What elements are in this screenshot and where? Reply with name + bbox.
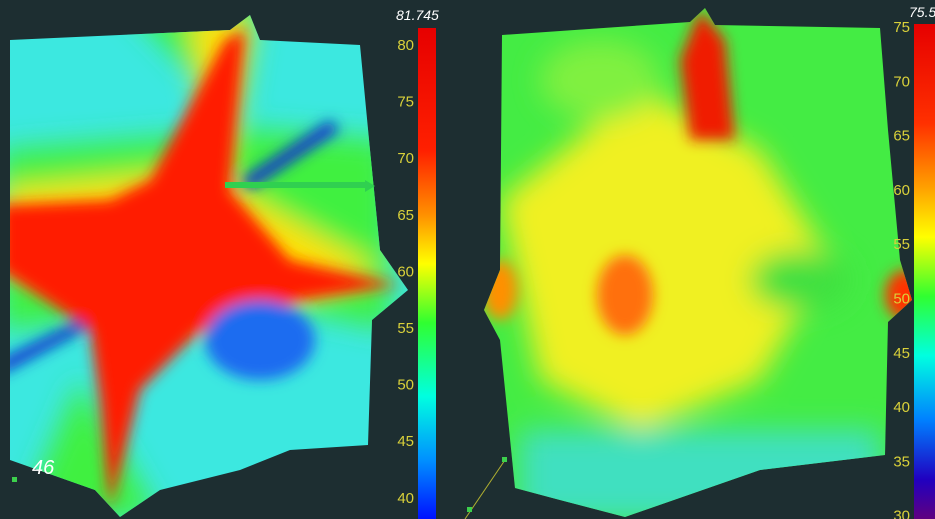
- colorbar-tick-label: 75: [893, 19, 910, 36]
- colorbar-tick-label: 45: [893, 345, 910, 362]
- colorbar-tick-label: 55: [893, 236, 910, 253]
- colorbar-tick-label: 50: [397, 377, 414, 394]
- colorbar-tick-label: 50: [893, 290, 910, 307]
- colorbar: [914, 24, 935, 519]
- axis-marker: [502, 457, 507, 462]
- colorbar-tick-label: 60: [893, 182, 910, 199]
- colorbar-max: 81.745: [396, 7, 439, 23]
- right-surface: [470, 0, 925, 519]
- colorbar-tick-label: 35: [893, 453, 910, 470]
- colorbar-tick-label: 40: [397, 490, 414, 507]
- axis-marker: [467, 507, 472, 512]
- left-surface: [0, 0, 420, 519]
- colorbar-tick-label: 55: [397, 320, 414, 337]
- colorbar-tick-label: 65: [397, 207, 414, 224]
- colorbar-tick-label: 80: [397, 37, 414, 54]
- colorbar-tick-label: 70: [397, 150, 414, 167]
- colorbar-tick-label: 65: [893, 128, 910, 145]
- screen: 46 81.745 75.5 80 75 70 65 60 55 50 45 40 75 70 65 6…: [0, 0, 935, 519]
- colorbar-tick-label: 40: [893, 399, 910, 416]
- colorbar-tick-label: 30: [893, 508, 910, 519]
- colorbar: [418, 28, 436, 519]
- colorbar-tick-label: 60: [397, 263, 414, 280]
- max-label-box: 75.5: [909, 4, 935, 20]
- page: 46 81.745 75.5 80 75 70 65 60 55 50 45 40 75 70 65 6…: [0, 0, 935, 519]
- colorbar-max: 75.5: [909, 4, 935, 20]
- colorbar-tick-label: 75: [397, 94, 414, 111]
- corner-marker: [12, 477, 17, 482]
- max-label-box: 81.745: [396, 7, 439, 23]
- colorbar-tick-label: 45: [397, 433, 414, 450]
- corner-label: 46: [32, 457, 55, 479]
- colorbar-tick-label: 70: [893, 73, 910, 90]
